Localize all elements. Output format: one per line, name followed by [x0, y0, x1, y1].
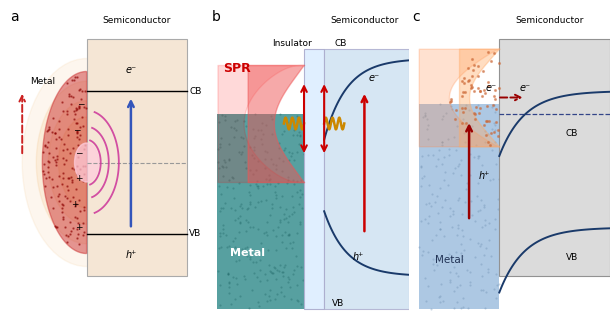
Text: CB: CB [565, 129, 578, 138]
Text: e⁻: e⁻ [485, 83, 497, 93]
Text: −: − [77, 99, 84, 109]
Text: +: + [75, 174, 82, 183]
Circle shape [48, 101, 125, 224]
Bar [324, 49, 409, 309]
Text: e⁻: e⁻ [519, 83, 531, 93]
Bar [87, 39, 187, 276]
Bar [304, 49, 324, 309]
Text: +: + [71, 200, 78, 209]
Text: a: a [10, 10, 19, 24]
Text: Metal: Metal [230, 249, 265, 258]
Circle shape [74, 143, 99, 182]
Text: h⁺: h⁺ [479, 171, 490, 181]
Circle shape [37, 81, 137, 244]
Text: c: c [413, 10, 420, 24]
Text: −: − [75, 148, 82, 157]
Text: VB: VB [189, 229, 201, 239]
Polygon shape [42, 72, 87, 254]
Text: Metal: Metal [434, 255, 464, 265]
Text: e⁻: e⁻ [125, 65, 137, 75]
Text: +: + [75, 223, 82, 232]
Bar [419, 104, 499, 309]
Text: b: b [212, 10, 220, 24]
Text: Semiconductor: Semiconductor [515, 16, 584, 25]
Text: h⁺: h⁺ [125, 250, 137, 260]
Text: e⁻: e⁻ [368, 73, 379, 83]
Text: h⁺: h⁺ [353, 252, 364, 262]
Text: Metal: Metal [30, 77, 55, 86]
Text: VB: VB [565, 253, 578, 262]
Bar [499, 39, 610, 276]
Text: Insulator: Insulator [272, 39, 312, 48]
Circle shape [59, 117, 115, 208]
Circle shape [22, 58, 151, 266]
Text: CB: CB [189, 86, 202, 96]
Bar [217, 114, 304, 309]
Text: SPR: SPR [223, 61, 251, 74]
Text: CB: CB [334, 38, 346, 47]
Text: Semiconductor: Semiconductor [330, 16, 398, 25]
Text: VB: VB [332, 298, 345, 307]
Text: Semiconductor: Semiconductor [102, 16, 171, 25]
Text: −: − [73, 125, 81, 135]
